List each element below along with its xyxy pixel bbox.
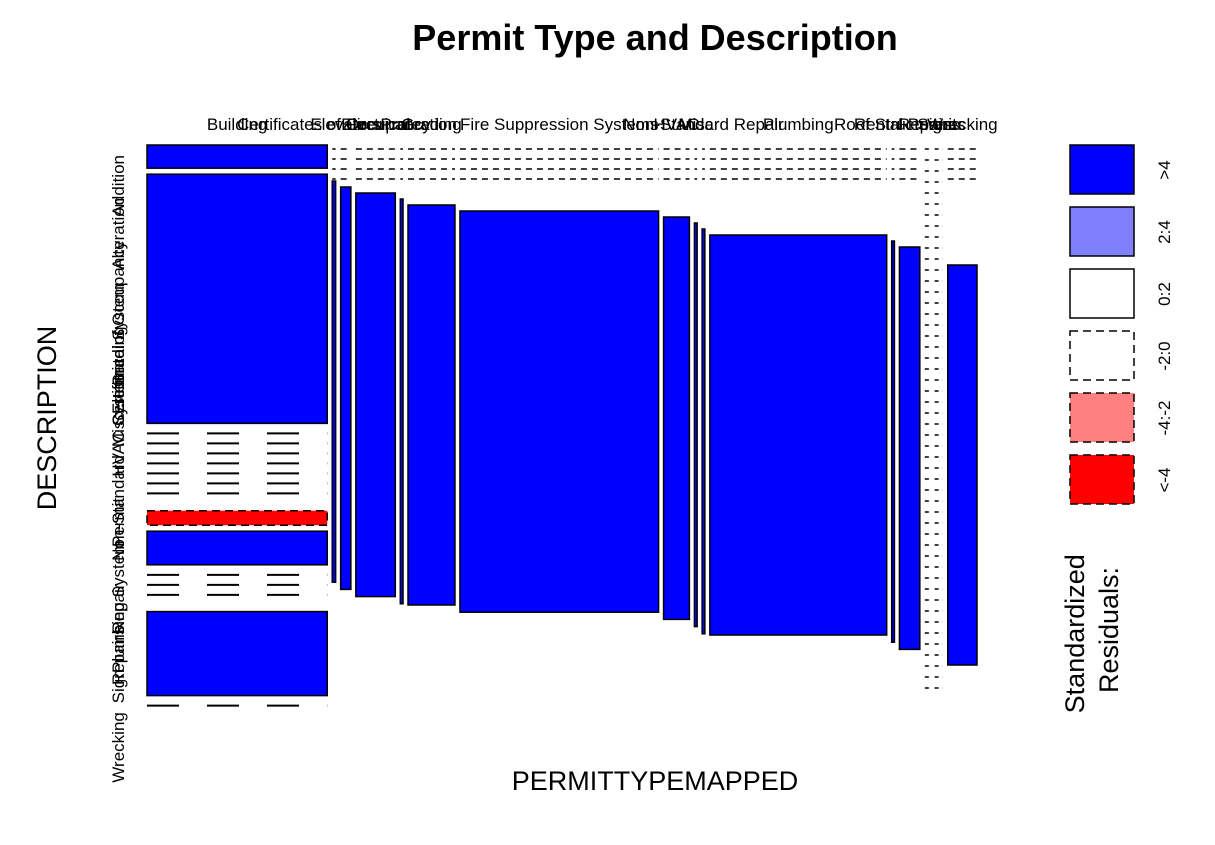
legend-swatch xyxy=(1069,392,1135,443)
legend-title-line-1: Standardized xyxy=(1060,554,1090,713)
mosaic-cell xyxy=(339,186,352,591)
y-tick-label: Non-Standard xyxy=(109,455,128,561)
mosaic-cell xyxy=(709,234,888,636)
x-tick-label: Signs xyxy=(917,115,960,134)
column-15 xyxy=(947,148,978,666)
column-13 xyxy=(924,148,930,689)
column-8 xyxy=(693,148,698,628)
y-tick-label: Certificate of Occupancy xyxy=(109,240,128,426)
column-6 xyxy=(459,148,660,613)
legend-swatch xyxy=(1069,144,1135,195)
legend-swatch xyxy=(1069,330,1135,381)
y-tick-label: Misc xyxy=(109,412,128,447)
mosaic-cell xyxy=(898,246,921,651)
column-4 xyxy=(399,148,404,605)
x-tick-label: Elevators xyxy=(310,115,381,134)
mosaic-cell xyxy=(693,222,698,628)
x-tick-label: Rental Permits xyxy=(854,115,965,134)
mosaic-cell xyxy=(947,264,978,666)
y-tick-label: Repairs xyxy=(109,626,128,685)
y-tick-label: Wrecking xyxy=(109,712,128,783)
y-tick-label: Electrical System xyxy=(109,284,128,414)
y-tick-label: HVAC System xyxy=(109,369,128,476)
legend-label: -2:0 xyxy=(1155,341,1174,370)
x-tick-label: Roof Structures xyxy=(834,115,952,134)
x-tick-label: HVAC xyxy=(653,115,699,134)
mosaic-cell xyxy=(146,530,328,566)
y-tick-label: Repair xyxy=(109,583,128,633)
mosaic-cell xyxy=(701,228,706,635)
legend: >4 2:4 0:2 -2:0 -4:-2 <-4 xyxy=(1069,144,1174,505)
legend-swatch xyxy=(1069,454,1135,505)
column-7 xyxy=(662,148,691,621)
x-tick-label: Grading xyxy=(401,115,461,134)
x-axis-title: PERMITTYPEMAPPED xyxy=(512,766,799,796)
x-tick-label: Fire Protection xyxy=(346,115,457,134)
mosaic-cell xyxy=(890,240,896,643)
x-tick-label: Building xyxy=(207,115,268,134)
x-tick-label: Wrecking xyxy=(927,115,998,134)
column-14 xyxy=(934,148,943,689)
legend-label: <-4 xyxy=(1155,467,1174,492)
y-tick-label: Plumbing System xyxy=(109,541,128,673)
mosaic-cell xyxy=(399,198,404,605)
x-tick-label: Fire Suppression Systems xyxy=(460,115,658,134)
mosaic-cell xyxy=(407,204,456,606)
legend-label: 2:4 xyxy=(1155,220,1174,244)
column-2 xyxy=(339,148,352,591)
mosaic-cell xyxy=(662,216,691,621)
mosaic-cells xyxy=(146,144,978,707)
mosaic-cell xyxy=(146,509,328,526)
column-10 xyxy=(709,148,888,636)
y-tick-label: Sign xyxy=(109,669,128,703)
legend-label: >4 xyxy=(1155,160,1174,179)
mosaic-cell xyxy=(146,610,328,697)
x-tick-label: Repairs xyxy=(898,115,957,134)
column-12 xyxy=(898,148,921,651)
column-0 xyxy=(146,144,328,707)
y-axis-title: DESCRIPTION xyxy=(32,326,62,511)
x-tick-label: Non-Standard Repair xyxy=(623,115,784,134)
mosaic-cell xyxy=(355,192,397,598)
legend-swatch xyxy=(1069,206,1135,257)
column-9 xyxy=(701,148,706,635)
column-3 xyxy=(355,148,397,598)
y-tick-label: Permit xyxy=(109,498,128,547)
mosaic-cell xyxy=(146,173,328,425)
x-tick-label: Plumbing xyxy=(763,115,834,134)
legend-swatch xyxy=(1069,268,1135,319)
column-11 xyxy=(890,148,896,643)
y-tick-label: Addition xyxy=(109,155,128,216)
mosaic-cell xyxy=(331,180,337,583)
legend-title-line-2: Residuals: xyxy=(1094,567,1124,693)
y-tick-label: Alteration xyxy=(109,198,128,270)
mosaic-cell xyxy=(459,210,660,613)
column-1 xyxy=(331,148,337,583)
x-tick-label: Misc xyxy=(678,115,713,134)
column-5 xyxy=(407,148,456,606)
legend-title: Standardized Residuals: xyxy=(1060,547,1124,714)
legend-label: -4:-2 xyxy=(1155,401,1174,436)
legend-label: 0:2 xyxy=(1155,282,1174,306)
chart-title: Permit Type and Description xyxy=(412,17,897,58)
x-tick-label: Certificates of Occupancy xyxy=(237,115,431,134)
y-tick-label: Grading xyxy=(109,326,128,386)
mosaic-cell xyxy=(146,144,328,169)
x-tick-label: Electrical xyxy=(341,115,410,134)
